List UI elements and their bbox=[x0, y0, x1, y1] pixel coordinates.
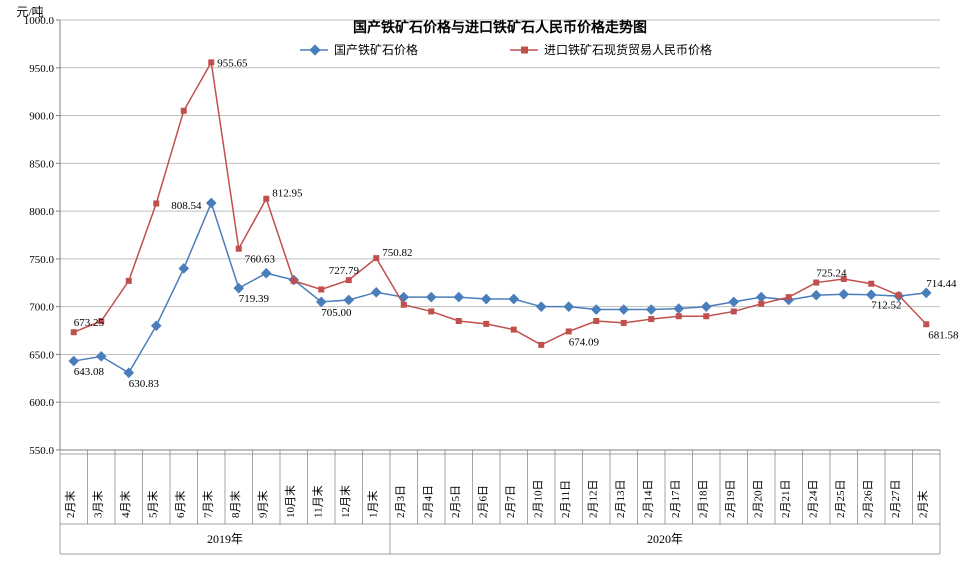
chart-container: 550.0 600.0 650.0 700.0 750.0 800.0 850.0 900.0… bbox=[0, 0, 960, 577]
price-trend-chart: 550.0 600.0 650.0 700.0 750.0 800.0 850.0 900.0… bbox=[0, 0, 960, 577]
data-marker bbox=[511, 327, 516, 332]
data-marker bbox=[621, 320, 626, 325]
x-category-label: 1月末 bbox=[365, 491, 379, 519]
x-category-label: 2月6日 bbox=[477, 485, 489, 518]
data-marker bbox=[264, 196, 269, 201]
data-marker bbox=[401, 302, 406, 307]
x-group-label-2020: 2020年 bbox=[647, 532, 683, 546]
x-category-label: 2月24日 bbox=[807, 480, 819, 519]
data-label: 760.63 bbox=[245, 254, 276, 266]
x-category-label: 2月18日 bbox=[697, 480, 709, 519]
x-category-label: 5月末 bbox=[145, 491, 159, 519]
data-marker bbox=[429, 309, 434, 314]
data-label: 674.09 bbox=[569, 336, 600, 348]
data-label: 643.08 bbox=[74, 366, 105, 378]
data-marker bbox=[71, 330, 76, 335]
data-label: 955.65 bbox=[217, 57, 248, 69]
data-marker bbox=[126, 278, 131, 283]
x-category-label: 6月末 bbox=[173, 491, 187, 519]
x-group-label-2019: 2019年 bbox=[207, 532, 243, 546]
x-category-label: 2月13日 bbox=[615, 480, 627, 519]
data-marker bbox=[704, 314, 709, 319]
x-category-label: 4月末 bbox=[118, 491, 132, 519]
x-category-label: 2月3日 bbox=[395, 485, 407, 518]
data-marker bbox=[539, 342, 544, 347]
y-axis-label: 元/吨 bbox=[16, 5, 43, 19]
data-label: 705.00 bbox=[321, 307, 352, 319]
legend-item-import: 进口铁矿石现货贸易人民币价格 bbox=[544, 42, 712, 57]
data-marker bbox=[896, 293, 901, 298]
data-marker bbox=[759, 301, 764, 306]
y-tick-label: 850.0 bbox=[29, 158, 54, 170]
data-label: 808.54 bbox=[171, 200, 202, 212]
data-marker bbox=[209, 60, 214, 65]
data-marker bbox=[924, 322, 929, 327]
x-category-label: 2月17日 bbox=[670, 480, 682, 519]
x-category-label: 2月4日 bbox=[422, 485, 434, 518]
x-category-label: 2月12日 bbox=[587, 480, 599, 519]
y-tick-label: 800.0 bbox=[29, 206, 54, 218]
data-marker bbox=[291, 278, 296, 283]
data-label: 673.25 bbox=[74, 317, 105, 329]
x-category-label: 2月26日 bbox=[862, 480, 874, 519]
x-category-label: 11月末 bbox=[310, 485, 324, 518]
x-category-label: 8月末 bbox=[228, 491, 242, 519]
data-marker bbox=[566, 329, 571, 334]
y-tick-label: 700.0 bbox=[29, 302, 54, 314]
data-marker bbox=[319, 287, 324, 292]
x-category-label: 2月19日 bbox=[725, 480, 737, 519]
data-marker bbox=[731, 309, 736, 314]
x-category-label: 2月27日 bbox=[890, 480, 902, 519]
x-category-label: 10月末 bbox=[283, 485, 297, 518]
data-label: 750.82 bbox=[382, 247, 412, 259]
x-category-label: 2月末 bbox=[915, 491, 929, 519]
data-marker bbox=[869, 281, 874, 286]
x-category-label: 2月7日 bbox=[505, 485, 517, 518]
data-label: 725.24 bbox=[816, 268, 847, 280]
x-category-label: 2月25日 bbox=[835, 480, 847, 519]
data-marker bbox=[374, 256, 379, 261]
chart-title: 国产铁矿石价格与进口铁矿石人民币价格走势图 bbox=[353, 19, 647, 36]
data-marker bbox=[484, 321, 489, 326]
data-label: 630.83 bbox=[129, 378, 160, 390]
data-label: 719.39 bbox=[239, 293, 270, 305]
x-category-label: 2月10日 bbox=[532, 480, 544, 519]
data-label: 714.44 bbox=[926, 278, 957, 290]
x-category-label: 2月11日 bbox=[560, 480, 572, 518]
x-category-label: 7月末 bbox=[200, 491, 214, 519]
data-label: 681.58 bbox=[928, 329, 959, 341]
x-category-label: 2月21日 bbox=[780, 480, 792, 519]
data-marker bbox=[786, 295, 791, 300]
x-category-label: 2月5日 bbox=[450, 485, 462, 518]
data-marker bbox=[346, 278, 351, 283]
legend-item-domestic: 国产铁矿石价格 bbox=[334, 42, 418, 57]
y-tick-label: 650.0 bbox=[29, 349, 54, 361]
data-label: 812.95 bbox=[272, 188, 303, 200]
x-category-label: 12月末 bbox=[338, 485, 352, 518]
data-marker bbox=[154, 201, 159, 206]
data-marker bbox=[236, 246, 241, 251]
y-tick-label: 900.0 bbox=[29, 111, 54, 123]
x-category-label: 9月末 bbox=[255, 491, 269, 519]
x-category-label: 2月末 bbox=[63, 491, 77, 519]
x-category-label: 2月14日 bbox=[642, 480, 654, 519]
y-tick-label: 550.0 bbox=[29, 445, 54, 457]
data-marker bbox=[181, 108, 186, 113]
y-tick-label: 750.0 bbox=[29, 254, 54, 266]
y-tick-label: 600.0 bbox=[29, 397, 54, 409]
data-marker bbox=[676, 314, 681, 319]
data-label: 727.79 bbox=[329, 265, 360, 277]
x-category-label: 3月末 bbox=[90, 491, 104, 519]
y-tick-label: 950.0 bbox=[29, 63, 54, 75]
data-marker bbox=[456, 319, 461, 324]
data-label: 712.52 bbox=[871, 300, 901, 312]
data-marker bbox=[594, 319, 599, 324]
x-category-label: 2月20日 bbox=[752, 480, 764, 519]
data-marker bbox=[649, 317, 654, 322]
data-marker bbox=[814, 280, 819, 285]
